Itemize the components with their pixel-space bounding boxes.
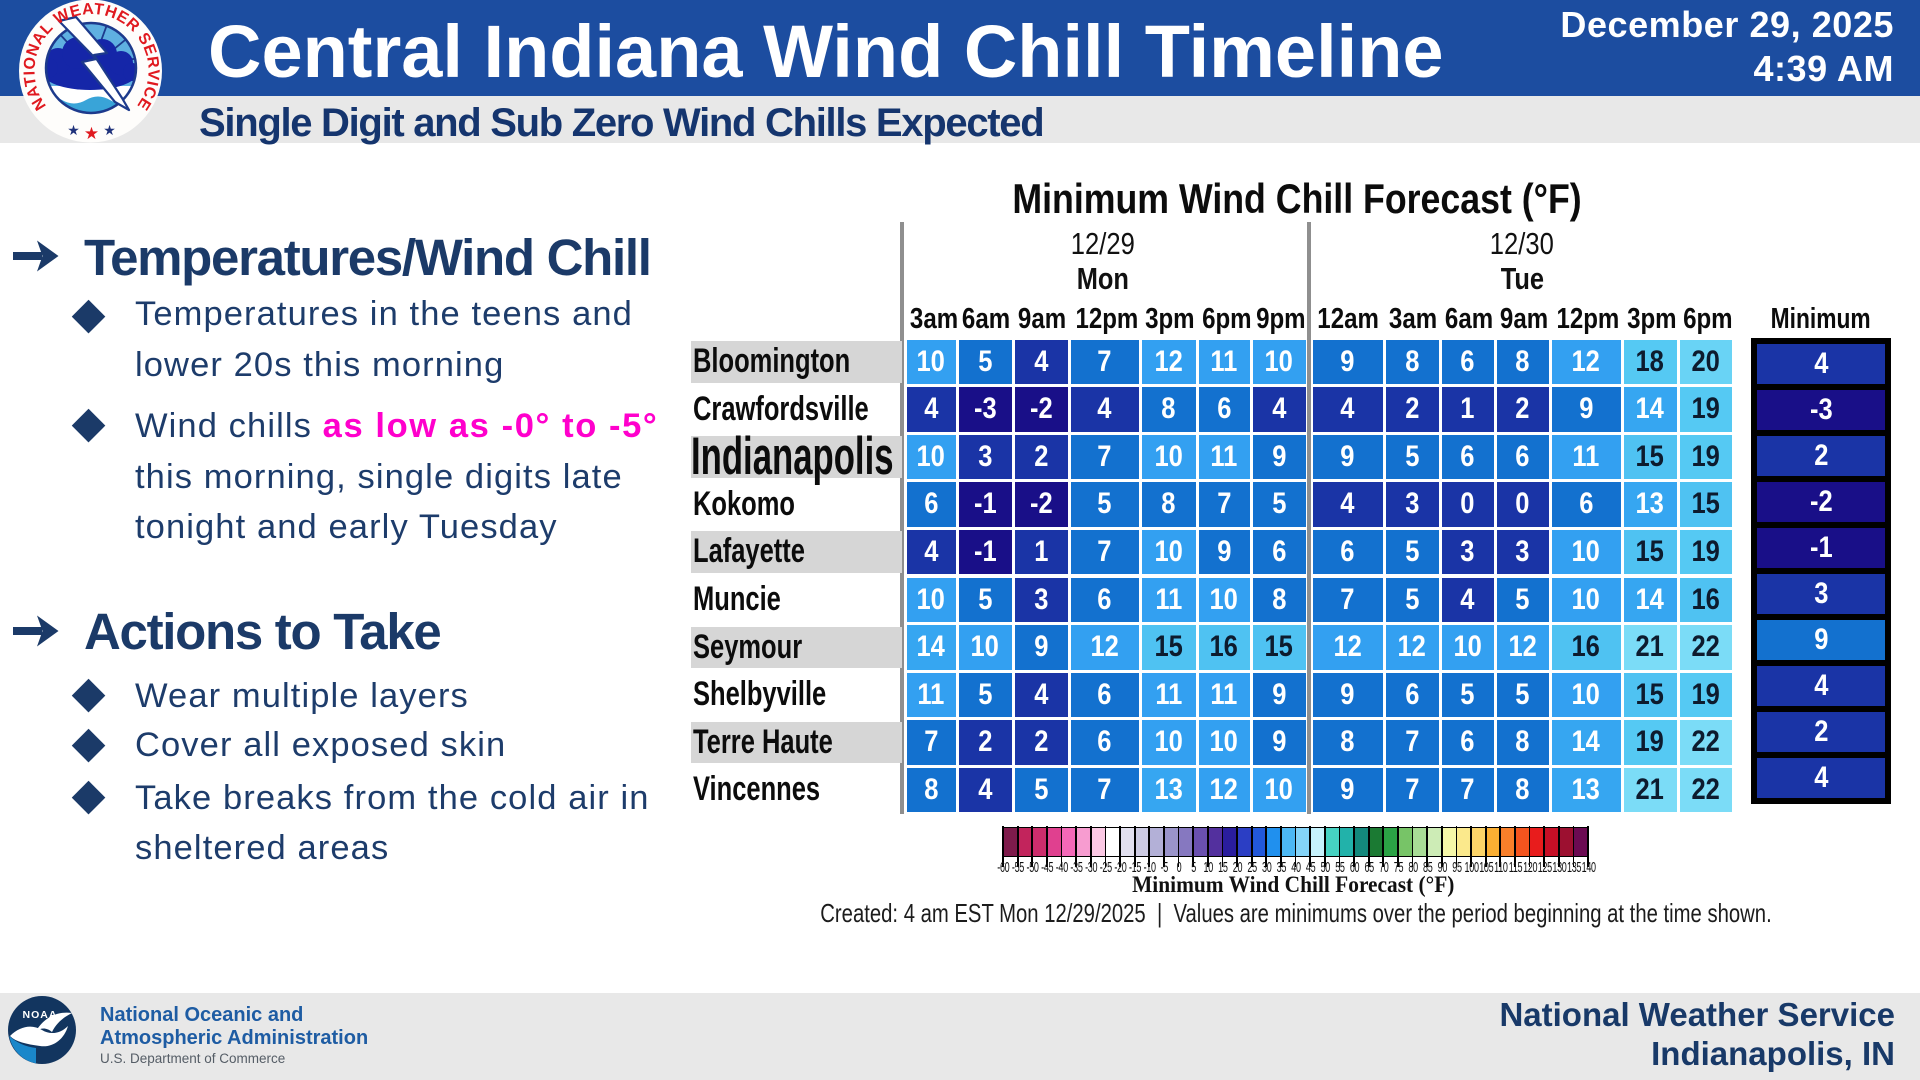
svg-text:★: ★ (67, 122, 80, 138)
svg-text:NOAA: NOAA (23, 1009, 58, 1021)
svg-text:★: ★ (103, 122, 116, 138)
svg-text:★: ★ (84, 124, 99, 143)
